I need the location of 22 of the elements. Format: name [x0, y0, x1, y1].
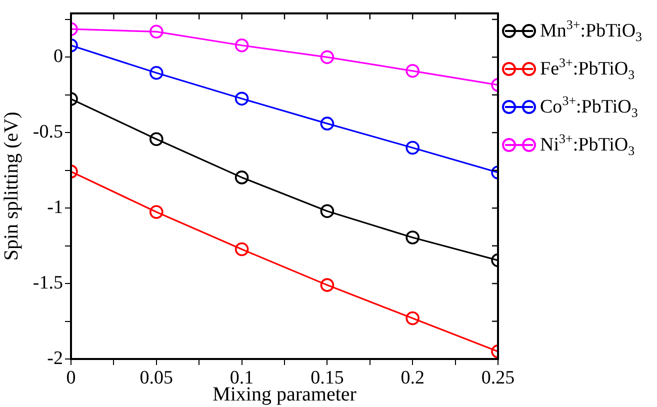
point	[320, 278, 334, 292]
legend-label: Mn$^{3+}$:PbTiO$_{3}$	[540, 17, 642, 45]
y-tick-label: -2	[47, 348, 63, 369]
point	[320, 50, 334, 64]
legend-label: Ni$^{3+}$:PbTiO$_{3}$	[540, 131, 635, 159]
x-tick-label: 0.25	[481, 367, 515, 388]
legend-label: Co$^{3+}$:PbTiO$_{3}$	[540, 93, 638, 121]
y-tick-label: 0	[54, 46, 63, 68]
x-tick-label: 0.2	[400, 367, 424, 388]
x-tick-label: 0	[66, 367, 76, 388]
y-axis-title: Spin splitting (eV)	[0, 112, 22, 261]
y-tick-label: -0.5	[32, 122, 63, 143]
point	[234, 38, 249, 52]
y-tick-label: -1.5	[32, 272, 63, 294]
x-tick-label: 0.05	[140, 367, 174, 388]
y-tick-label: -1	[47, 197, 63, 218]
point	[234, 92, 249, 106]
legend-label: Fe$^{3+}$:PbTiO$_{3}$	[540, 55, 635, 83]
point	[234, 170, 249, 184]
point	[320, 116, 334, 130]
point	[234, 242, 249, 256]
point	[320, 204, 334, 218]
